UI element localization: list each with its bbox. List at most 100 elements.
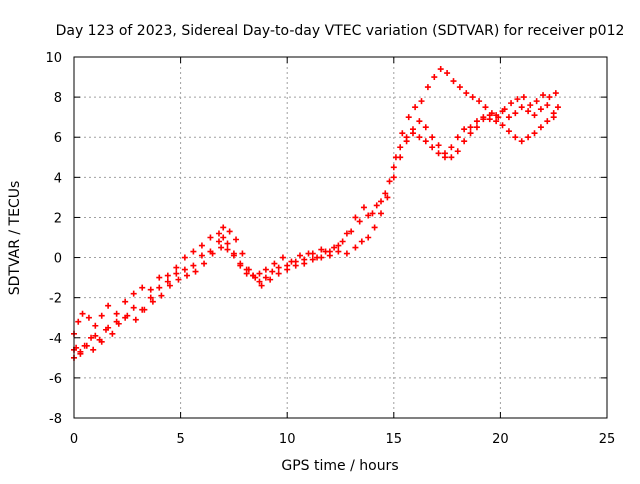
data-point [262,266,269,273]
data-point [444,70,451,77]
data-point [269,268,276,275]
data-point [224,240,231,247]
data-point [335,248,342,255]
data-point [473,124,480,131]
data-point [237,260,244,267]
data-point [416,118,423,125]
data-point [331,244,338,251]
data-point [279,254,286,261]
data-point [198,242,205,249]
data-point [181,254,188,261]
data-point [454,134,461,141]
data-point [369,210,376,217]
data-series-2 [71,66,559,337]
data-point [132,316,139,323]
data-point [183,272,190,279]
y-tick-label: 10 [45,51,62,66]
data-point [267,276,274,283]
data-point [166,282,173,289]
data-point [198,252,205,259]
data-point [501,106,508,113]
data-point [215,230,222,237]
data-point [139,284,146,291]
x-tick-label: 10 [279,432,296,447]
data-point [493,118,500,125]
data-point [96,336,103,343]
data-point [512,134,519,141]
data-point [275,270,282,277]
data-point [537,106,544,113]
data-point [435,150,442,157]
data-point [343,230,350,237]
data-point [403,138,410,145]
data-point [115,320,122,327]
data-point [456,84,463,91]
data-point [92,322,99,329]
data-point [92,332,99,339]
y-tick-label: 8 [54,91,62,106]
data-point [105,302,112,309]
data-point [467,130,474,137]
data-point [499,122,506,129]
data-point [397,144,404,151]
data-point [90,346,97,353]
x-tick-label: 25 [599,432,616,447]
data-point [409,126,416,133]
data-point [175,276,182,283]
data-point [292,262,299,269]
data-point [147,286,154,293]
data-point [79,310,86,317]
data-point [156,274,163,281]
data-point [113,310,120,317]
y-tick-label: 4 [54,171,62,186]
data-point [525,108,532,115]
data-point [318,246,325,253]
data-point [239,250,246,257]
x-tick-label: 15 [386,432,403,447]
data-point [525,134,532,141]
data-point [512,110,519,117]
x-tick-label: 0 [70,432,78,447]
data-point [378,198,385,205]
data-point [435,142,442,149]
x-axis-ticks: 0 5 10 15 20 25 [70,57,615,447]
data-point [448,154,455,161]
data-point [399,130,406,137]
data-point [88,334,95,341]
data-point [424,84,431,91]
data-point [358,238,365,245]
data-point [518,104,525,111]
data-point [233,236,240,243]
data-point [164,272,171,279]
data-point [422,138,429,145]
data-point [531,130,538,137]
data-point [469,94,476,101]
y-tick-label: 6 [54,131,62,146]
data-point [275,264,282,271]
data-point [130,304,137,311]
data-point [356,218,363,225]
grid [74,57,607,418]
data-point [550,114,557,121]
data-point [215,238,222,245]
data-point [124,312,131,319]
y-axis-label: SDTVAR / TECUs [7,181,23,296]
data-point [418,98,425,105]
data-point [544,118,551,125]
data-point [262,274,269,281]
data-point [461,126,468,133]
data-point [431,74,438,81]
data-point [335,242,342,249]
data-point [102,326,109,333]
data-point [450,78,457,85]
data-point [271,260,278,267]
data-point [224,246,231,253]
data-point [314,254,321,261]
data-point [250,272,257,279]
data-point [397,154,404,161]
data-point [441,150,448,157]
data-point [473,118,480,125]
y-tick-label: -8 [49,412,62,427]
x-tick-label: 20 [492,432,509,447]
